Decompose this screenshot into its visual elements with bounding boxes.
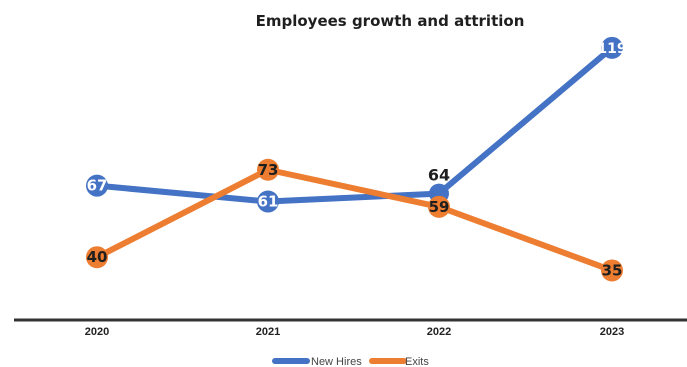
data-label-new-hires: 61 bbox=[258, 193, 279, 211]
data-label-exits: 73 bbox=[258, 161, 279, 179]
series-lines bbox=[94, 44, 615, 274]
data-point-exits bbox=[257, 158, 279, 181]
data-point-new-hires bbox=[257, 190, 279, 213]
x-tick-label: 2022 bbox=[427, 326, 451, 338]
series-line-new-hires bbox=[94, 44, 615, 205]
legend: New Hires Exits bbox=[272, 356, 429, 367]
data-point-exits bbox=[428, 195, 450, 218]
data-label-new-hires: 119 bbox=[597, 41, 626, 57]
legend-label-new-hires: New Hires bbox=[311, 356, 362, 367]
series-markers: 67 61 64 119 40 73 59 35 bbox=[86, 36, 627, 282]
data-label-new-hires: 64 bbox=[428, 166, 450, 185]
x-tick-label: 2021 bbox=[256, 326, 280, 338]
x-axis-tick-labels: 2020 2021 2022 2023 bbox=[85, 326, 624, 338]
series-line-exits bbox=[94, 166, 615, 274]
data-point-new-hires bbox=[86, 174, 108, 197]
chart-title: Employees growth and attrition bbox=[256, 12, 525, 30]
x-tick-label: 2020 bbox=[85, 326, 109, 338]
data-label-exits: 59 bbox=[429, 198, 450, 216]
x-tick-label: 2023 bbox=[600, 326, 624, 338]
data-point-exits bbox=[86, 246, 108, 269]
data-label-new-hires: 67 bbox=[87, 177, 108, 195]
legend-label-exits: Exits bbox=[405, 356, 429, 367]
data-point-new-hires bbox=[601, 36, 623, 59]
data-label-exits: 40 bbox=[87, 248, 108, 266]
data-point-exits bbox=[601, 259, 623, 282]
data-label-exits: 35 bbox=[602, 261, 623, 279]
